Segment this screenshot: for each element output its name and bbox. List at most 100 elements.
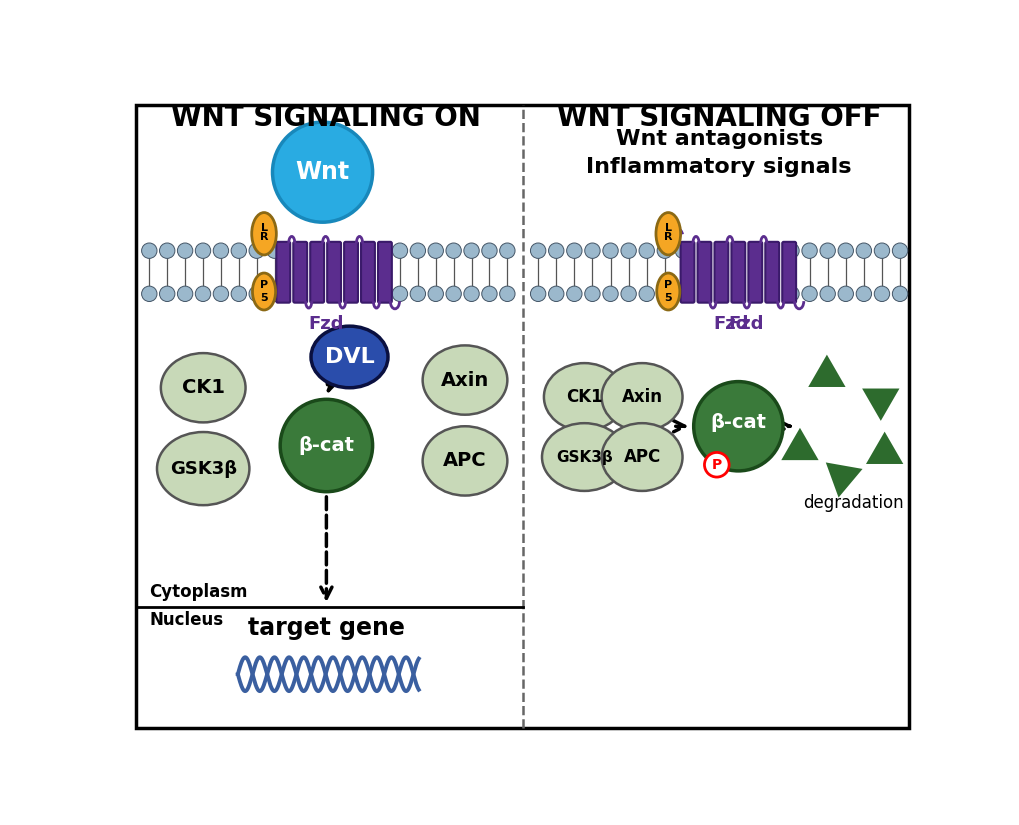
Circle shape [710,286,727,301]
Circle shape [892,243,907,258]
Circle shape [693,286,708,301]
Circle shape [142,243,157,258]
Circle shape [410,243,425,258]
Text: Cytoplasm: Cytoplasm [149,582,248,601]
Circle shape [838,243,853,258]
FancyBboxPatch shape [276,242,391,303]
Circle shape [567,286,582,301]
Circle shape [320,286,335,301]
FancyBboxPatch shape [748,242,761,303]
Ellipse shape [601,423,682,491]
Text: APC: APC [442,451,486,470]
Circle shape [638,286,654,301]
Ellipse shape [541,423,626,491]
Circle shape [638,243,654,258]
Circle shape [356,243,372,258]
Text: 5: 5 [260,293,268,303]
Ellipse shape [601,363,682,431]
Circle shape [428,286,443,301]
Circle shape [320,243,335,258]
Text: Nucleus: Nucleus [149,611,223,629]
Circle shape [530,286,545,301]
Text: L: L [664,223,672,233]
Circle shape [704,452,729,477]
FancyBboxPatch shape [327,242,340,303]
Ellipse shape [253,273,275,310]
FancyBboxPatch shape [697,242,710,303]
Circle shape [392,286,408,301]
Circle shape [177,243,193,258]
Circle shape [765,243,781,258]
Circle shape [838,286,853,301]
Text: APC: APC [623,448,660,466]
Ellipse shape [157,432,250,505]
FancyBboxPatch shape [361,242,375,303]
Circle shape [303,243,318,258]
Circle shape [481,286,496,301]
Circle shape [267,243,282,258]
Text: Wnt: Wnt [296,160,350,184]
Text: degradation: degradation [803,494,903,512]
Text: GSK3β: GSK3β [169,460,236,478]
Text: R: R [663,232,672,242]
FancyBboxPatch shape [137,105,908,728]
Ellipse shape [422,346,506,415]
Circle shape [621,243,636,258]
Circle shape [765,286,781,301]
Circle shape [710,243,727,258]
Text: CK1: CK1 [181,378,224,398]
FancyBboxPatch shape [680,242,795,303]
Circle shape [819,286,835,301]
Circle shape [284,286,300,301]
Polygon shape [865,431,903,464]
Circle shape [783,286,799,301]
Text: β-cat: β-cat [299,436,354,455]
Circle shape [602,286,618,301]
Text: P: P [260,280,268,290]
Circle shape [548,243,564,258]
FancyBboxPatch shape [293,242,307,303]
Circle shape [783,243,799,258]
Polygon shape [825,463,862,497]
Circle shape [392,243,408,258]
Polygon shape [781,428,818,460]
Circle shape [445,286,461,301]
Text: CK1: CK1 [566,388,602,406]
Text: β-cat: β-cat [709,412,765,432]
Circle shape [584,286,599,301]
Circle shape [213,243,228,258]
Circle shape [249,243,264,258]
Circle shape [747,243,762,258]
Circle shape [464,286,479,301]
Circle shape [693,243,708,258]
Circle shape [621,286,636,301]
Text: R: R [260,232,268,242]
Circle shape [548,286,564,301]
Circle shape [356,286,372,301]
Circle shape [729,286,744,301]
Circle shape [272,122,372,222]
Circle shape [374,286,389,301]
Circle shape [530,243,545,258]
Circle shape [374,243,389,258]
Ellipse shape [422,427,506,496]
Circle shape [819,243,835,258]
Circle shape [801,243,816,258]
Circle shape [177,286,193,301]
Text: P: P [711,458,721,472]
Circle shape [195,286,211,301]
Circle shape [338,286,354,301]
Ellipse shape [655,213,680,255]
Circle shape [584,243,599,258]
FancyBboxPatch shape [276,242,290,303]
Circle shape [747,286,762,301]
Circle shape [855,243,870,258]
FancyBboxPatch shape [731,242,745,303]
Text: WNT SIGNALING ON: WNT SIGNALING ON [171,104,481,132]
Circle shape [159,243,174,258]
Circle shape [675,243,690,258]
Circle shape [445,243,461,258]
FancyBboxPatch shape [680,242,694,303]
FancyBboxPatch shape [343,242,358,303]
FancyBboxPatch shape [310,242,324,303]
